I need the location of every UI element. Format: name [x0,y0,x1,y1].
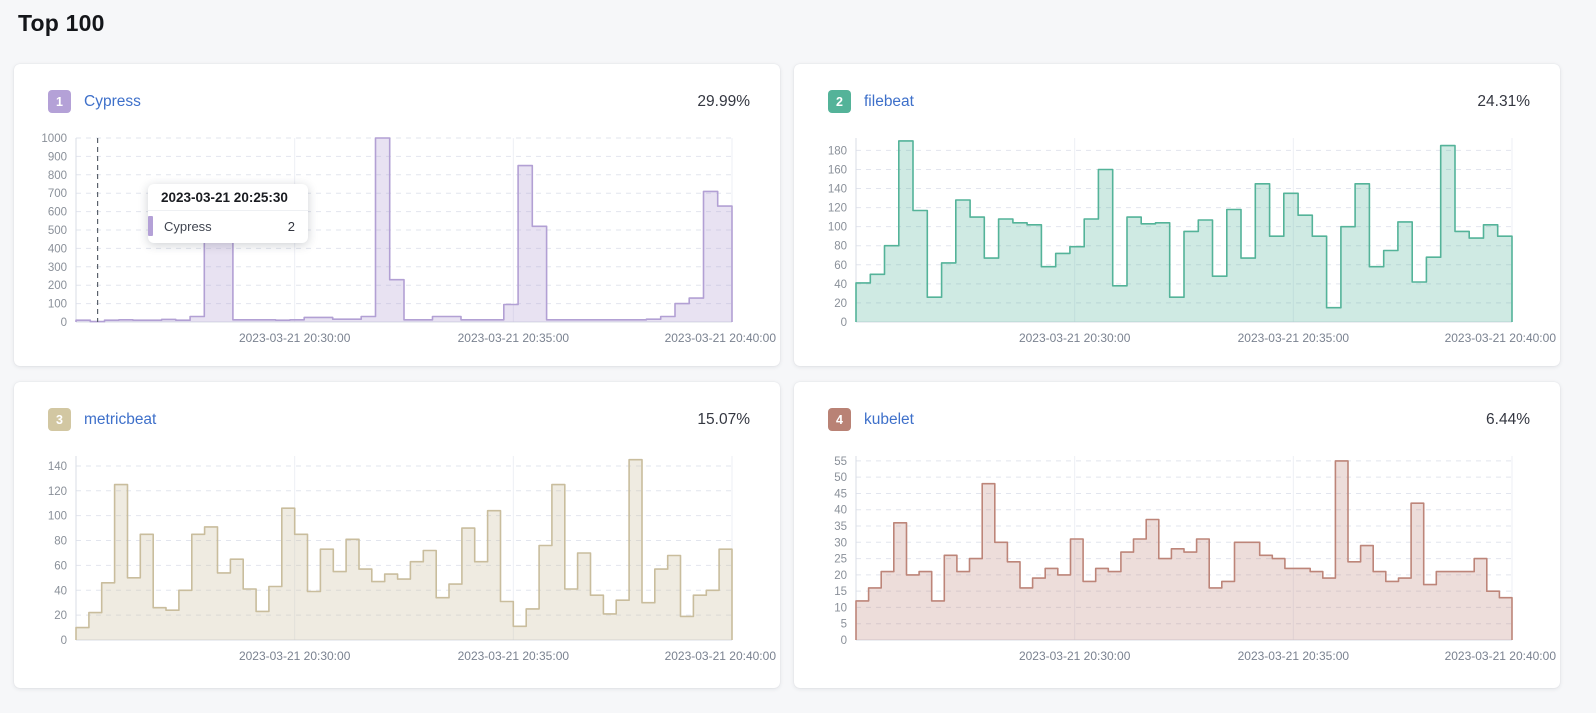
svg-text:0: 0 [61,635,67,647]
svg-text:400: 400 [48,243,67,255]
svg-text:2023-03-21 20:40:00: 2023-03-21 20:40:00 [665,331,777,345]
card-header: 3 metricbeat 15.07% [14,382,780,431]
svg-text:600: 600 [48,207,67,219]
card-header: 1 Cypress 29.99% [14,64,780,113]
svg-text:60: 60 [834,260,847,272]
series-name-link[interactable]: filebeat [864,92,914,110]
chart-tooltip: 2023-03-21 20:25:30 Cypress 2 [148,184,308,243]
svg-text:2023-03-21 20:40:00: 2023-03-21 20:40:00 [665,649,777,663]
svg-text:100: 100 [828,222,847,234]
svg-text:55: 55 [834,456,847,468]
svg-text:35: 35 [834,521,847,533]
rank-badge: 4 [828,408,851,431]
series-name-link[interactable]: kubelet [864,410,914,428]
card-header: 2 filebeat 24.31% [794,64,1560,113]
series-name-link[interactable]: Cypress [84,92,141,110]
svg-text:120: 120 [48,486,67,498]
svg-text:2023-03-21 20:35:00: 2023-03-21 20:35:00 [1238,649,1350,663]
svg-text:30: 30 [834,537,847,549]
tooltip-timestamp: 2023-03-21 20:25:30 [148,184,308,211]
svg-text:2023-03-21 20:40:00: 2023-03-21 20:40:00 [1445,331,1557,345]
tooltip-series-label: Cypress [164,218,212,234]
svg-text:2023-03-21 20:30:00: 2023-03-21 20:30:00 [1019,331,1131,345]
chart-card-kubelet: 4 kubelet 6.44% 0 5 10 15 20 25 30 35 40 45 50 55 20… [794,382,1560,688]
svg-text:2023-03-21 20:35:00: 2023-03-21 20:35:00 [458,649,570,663]
percent-value: 29.99% [697,92,750,110]
chart-canvas[interactable]: 0 100 200 300 400 500 600 700 800 900 1000 2023-03-… [24,130,776,352]
svg-text:20: 20 [54,610,67,622]
percent-value: 15.07% [697,410,750,428]
page-title: Top 100 [18,10,105,36]
card-header: 4 kubelet 6.44% [794,382,1560,431]
tooltip-series-row: Cypress 2 [148,211,308,243]
svg-text:45: 45 [834,488,847,500]
svg-text:5: 5 [841,619,847,631]
svg-text:10: 10 [834,602,847,614]
chart-card-filebeat: 2 filebeat 24.31% 0 20 40 60 80 100 120 140 160 1… [794,64,1560,366]
svg-text:2023-03-21 20:30:00: 2023-03-21 20:30:00 [239,649,351,663]
percent-value: 6.44% [1486,410,1530,428]
svg-text:800: 800 [48,170,67,182]
svg-text:100: 100 [48,299,67,311]
rank-badge: 1 [48,90,71,113]
series-name-link[interactable]: metricbeat [84,410,157,428]
svg-text:2023-03-21 20:30:00: 2023-03-21 20:30:00 [1019,649,1131,663]
svg-text:80: 80 [834,241,847,253]
svg-text:40: 40 [834,279,847,291]
svg-text:80: 80 [54,536,67,548]
step-area-chart[interactable]: 0 5 10 15 20 25 30 35 40 45 50 55 2023-03-21 20:30:0… [804,448,1556,670]
svg-text:2023-03-21 20:35:00: 2023-03-21 20:35:00 [1238,331,1350,345]
svg-text:25: 25 [834,554,847,566]
svg-text:300: 300 [48,262,67,274]
svg-text:120: 120 [828,203,847,215]
svg-text:40: 40 [834,505,847,517]
svg-text:500: 500 [48,225,67,237]
svg-text:1000: 1000 [41,133,67,145]
svg-text:140: 140 [828,184,847,196]
svg-text:20: 20 [834,298,847,310]
chart-canvas[interactable]: 0 20 40 60 80 100 120 140 2023-03-21 20:30:00 202… [24,448,776,670]
svg-text:2023-03-21 20:30:00: 2023-03-21 20:30:00 [239,331,351,345]
chart-canvas[interactable]: 0 5 10 15 20 25 30 35 40 45 50 55 2023-03-21 20:30:0… [804,448,1556,670]
svg-text:20: 20 [834,570,847,582]
svg-text:0: 0 [841,635,847,647]
svg-text:180: 180 [828,145,847,157]
svg-text:0: 0 [61,317,67,329]
svg-text:40: 40 [54,585,67,597]
chart-card-metricbeat: 3 metricbeat 15.07% 0 20 40 60 80 100 120 140 20… [14,382,780,688]
percent-value: 24.31% [1477,92,1530,110]
svg-text:50: 50 [834,472,847,484]
svg-text:140: 140 [48,461,67,473]
svg-text:60: 60 [54,560,67,572]
svg-text:15: 15 [834,586,847,598]
rank-badge: 3 [48,408,71,431]
svg-text:2023-03-21 20:40:00: 2023-03-21 20:40:00 [1445,649,1557,663]
chart-card-cypress: 1 Cypress 29.99% 0 100 200 300 400 500 600 700 8… [14,64,780,366]
chart-canvas[interactable]: 0 20 40 60 80 100 120 140 160 180 2023-03-21 20:30… [804,130,1556,352]
svg-text:2023-03-21 20:35:00: 2023-03-21 20:35:00 [458,331,570,345]
svg-text:200: 200 [48,280,67,292]
svg-text:100: 100 [48,511,67,523]
series-color-swatch [148,216,153,236]
rank-badge: 2 [828,90,851,113]
svg-text:160: 160 [828,164,847,176]
step-area-chart[interactable]: 0 20 40 60 80 100 120 140 160 180 2023-03-21 20:30… [804,130,1556,352]
step-area-chart[interactable]: 0 20 40 60 80 100 120 140 2023-03-21 20:30:00 202… [24,448,776,670]
svg-text:0: 0 [841,317,847,329]
svg-text:900: 900 [48,151,67,163]
step-area-chart[interactable]: 0 100 200 300 400 500 600 700 800 900 1000 2023-03-… [24,130,776,352]
svg-text:700: 700 [48,188,67,200]
tooltip-series-value: 2 [287,218,295,234]
